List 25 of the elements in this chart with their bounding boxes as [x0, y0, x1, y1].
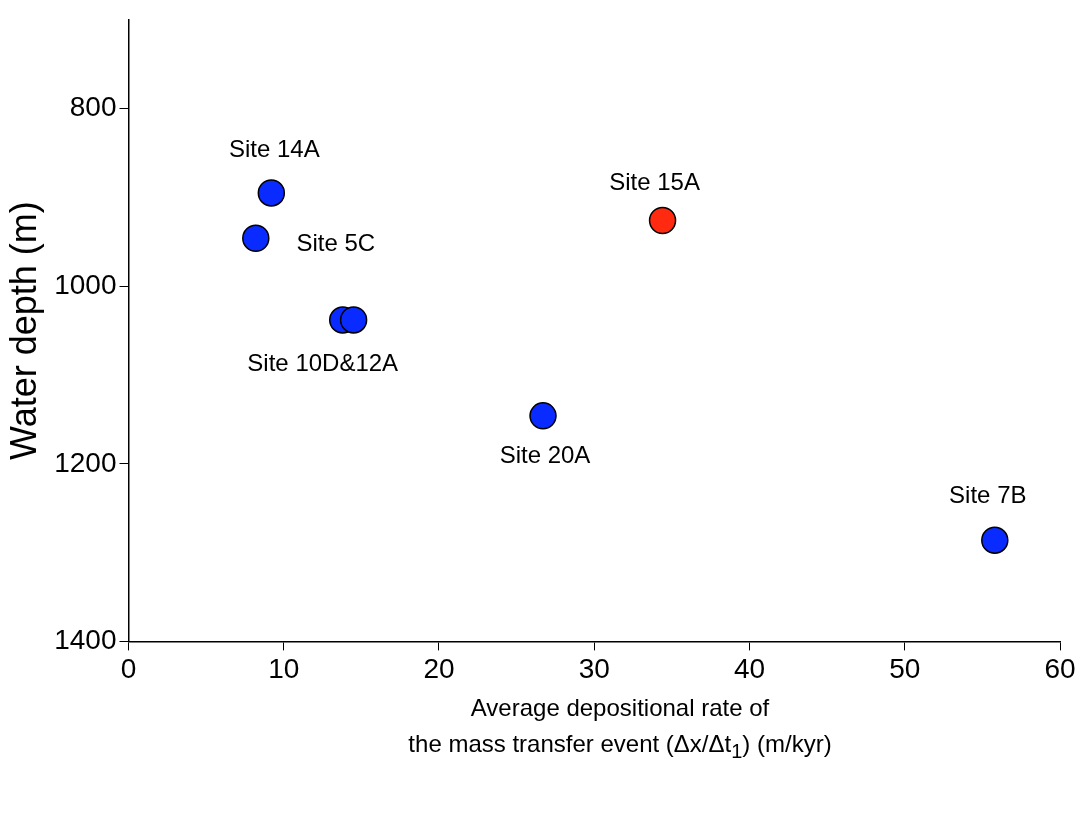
- y-tick-label: 1000: [54, 268, 117, 300]
- annotation: Site 10D&12A: [247, 348, 399, 376]
- y-tick-label: 1200: [54, 446, 117, 478]
- y-tick-label: 800: [69, 91, 117, 123]
- y-axis-title: Water depth (m): [2, 201, 44, 460]
- x-tick-label: 40: [733, 652, 766, 684]
- x-tick-label: 0: [120, 652, 137, 684]
- annotation: Site 7B: [949, 480, 1027, 508]
- point: [981, 526, 1009, 554]
- point: [257, 179, 286, 207]
- x-tick-label: 60: [1044, 652, 1076, 684]
- annotation: Site 14A: [228, 134, 320, 162]
- annotation: Site 5C: [296, 228, 376, 256]
- point: [242, 224, 270, 252]
- x-tick-label: 50: [889, 652, 921, 684]
- y-tick-label: 1400: [54, 624, 117, 656]
- point: [339, 306, 368, 334]
- x-tick-label: 30: [578, 652, 610, 684]
- x-tick-label: 20: [423, 652, 455, 684]
- annotation: Site 20A: [499, 441, 591, 469]
- x-axis-title: Average depositional rate of the mass transfer event (Δx/Δt$_{1}$) (m/kyr): [407, 693, 833, 764]
- x-tick-label: 10: [268, 652, 300, 684]
- annotation: Site 15A: [609, 168, 700, 196]
- point: [529, 402, 557, 430]
- point: [648, 206, 677, 235]
